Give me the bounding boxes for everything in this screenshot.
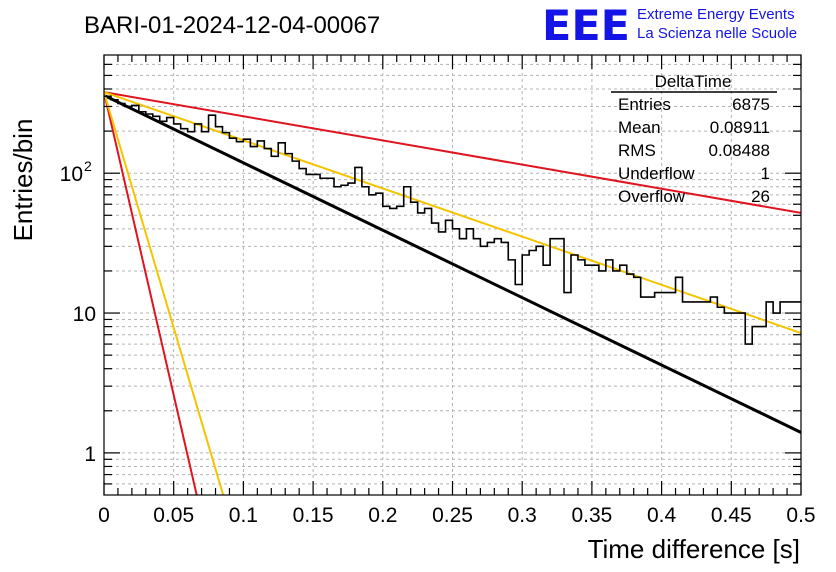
stats-row-label: Mean <box>618 118 661 137</box>
x-tick-label: 0.25 <box>432 504 473 527</box>
axis-ticks <box>103 55 802 495</box>
x-tick-label: 0.05 <box>153 504 194 527</box>
fit-curves <box>104 91 801 495</box>
x-axis-label: Time difference [s] <box>588 534 800 564</box>
chart-title: BARI-01-2024-12-04-00067 <box>84 12 380 39</box>
x-tick-label: 0.5 <box>786 504 815 527</box>
stats-row-label: Underflow <box>618 164 695 183</box>
stats-row-value: 0.08488 <box>709 141 770 160</box>
stats-box: DeltaTime Entries 6875 Mean 0.08911 RMS 0.084… <box>611 72 777 206</box>
x-tick-label: 0 <box>98 504 110 527</box>
stats-row-value: 26 <box>751 187 770 206</box>
fit-curve <box>104 91 225 495</box>
y-tick-label: 10 <box>73 303 96 326</box>
x-tick-label: 0.3 <box>508 504 537 527</box>
y-tick-label: 1 <box>84 443 96 466</box>
fit-curve <box>104 91 198 495</box>
fit-curve <box>104 91 801 334</box>
stats-row-value: 0.08911 <box>710 118 770 137</box>
stats-row-value: 1 <box>761 164 770 183</box>
x-tick-label: 0.2 <box>368 504 397 527</box>
stats-row-label: Overflow <box>618 187 686 206</box>
y-tick-label: 10 <box>60 163 83 186</box>
stats-row-label: Entries <box>618 95 671 114</box>
x-tick-label: 0.4 <box>647 504 677 527</box>
eee-logo-line2: La Scienza nelle Scuole <box>637 25 797 42</box>
fit-curve <box>104 91 801 214</box>
y-axis-label: Entries/bin <box>8 119 38 242</box>
x-tick-label: 0.1 <box>229 504 258 527</box>
eee-logo-line1: Extreme Energy Events <box>637 6 795 23</box>
tick-labels: 0 0.05 0.1 0.15 0.2 0.25 0.3 0.35 0.4 0.45 0.5 1 10 1… <box>60 158 816 527</box>
histogram-series <box>104 95 801 345</box>
stats-row-value: 6875 <box>732 95 770 114</box>
x-tick-label: 0.15 <box>293 504 334 527</box>
stats-box-title: DeltaTime <box>655 72 732 91</box>
fit-curve <box>104 93 801 434</box>
eee-logo: EEE Extreme Energy Events La Scienza nel… <box>542 1 797 50</box>
eee-logo-mark: EEE <box>542 1 630 50</box>
x-tick-label: 0.35 <box>571 504 612 527</box>
x-tick-label: 0.45 <box>711 504 752 527</box>
y-tick-label-exponent: 2 <box>84 158 92 174</box>
stats-row-label: RMS <box>618 141 656 160</box>
